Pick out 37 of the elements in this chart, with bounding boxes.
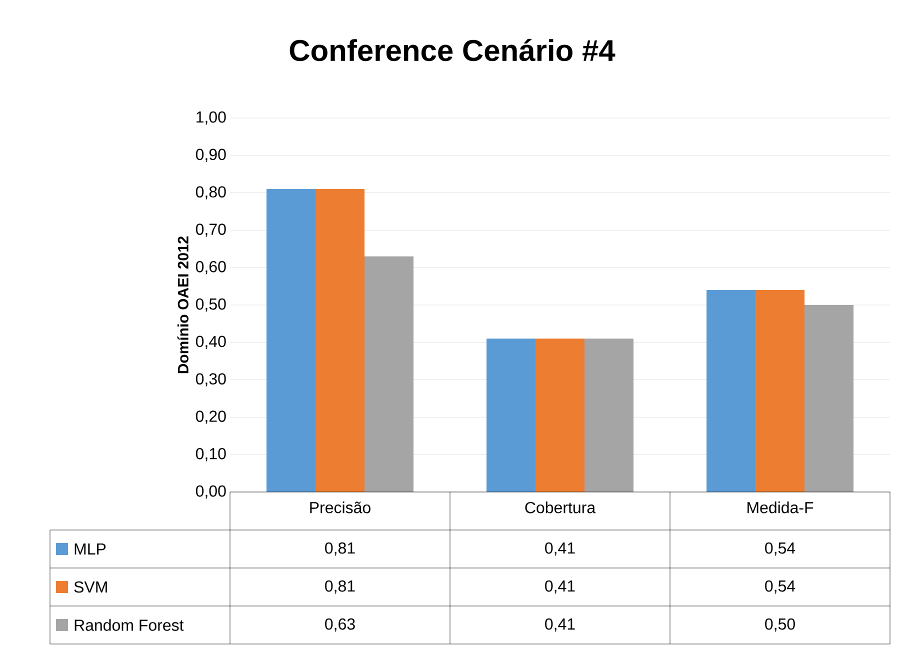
y-tick-label: 0,30 [196,373,226,386]
bar [536,338,585,492]
bar [584,338,634,492]
bar [804,304,854,492]
y-axis-title: Domínio OAEI 2012 [177,236,188,374]
bar [486,338,536,492]
data-label: 0,81 [325,542,355,556]
x-tick-label: Cobertura [525,502,596,514]
y-tick-label: 0,10 [196,448,226,462]
data-label: 0,41 [545,542,575,556]
y-tick-label: 0,20 [196,410,226,424]
data-label: 0,54 [765,542,796,556]
data-label: 0,50 [765,618,795,632]
y-tick-label: 1,00 [196,111,226,125]
y-tick-label: 0,70 [196,224,226,237]
chart-title: Conference Cenário #4 [290,38,616,62]
data-label: 0,81 [325,580,355,594]
bar [706,290,756,492]
y-tick-label: 0,90 [196,148,226,162]
bar [756,290,805,492]
y-tick-label: 0,00 [196,485,226,499]
legend-label: SVM [74,581,107,593]
bar [316,189,365,492]
bar [364,256,414,492]
y-tick-label: 0,50 [196,298,226,312]
bar [266,189,316,492]
y-tick-label: 0,40 [196,336,226,349]
y-tick-label: 0,60 [196,260,226,274]
legend-label: MLP [74,543,106,554]
x-tick-label: Medida-F [748,502,814,514]
data-label: 0,41 [545,580,575,594]
data-label: 0,54 [765,580,796,594]
data-label: 0,41 [545,618,575,632]
data-label: 0,63 [325,618,355,632]
legend-label: Random Forest [74,619,184,631]
y-tick-label: 0,80 [196,186,226,200]
x-tick-label: Precisão [310,502,370,514]
